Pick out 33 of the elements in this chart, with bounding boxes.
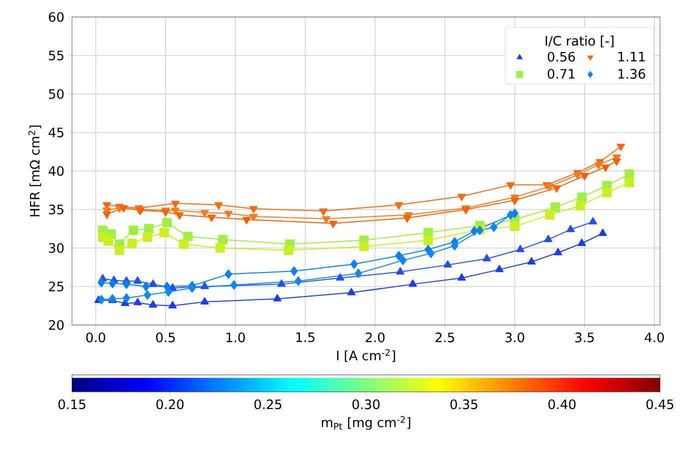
x-tick-label: 0.0 — [86, 332, 106, 342]
x-tick-label: 1.0 — [226, 332, 245, 342]
legend-label: 1.36 — [618, 68, 646, 79]
legend-label: 0.71 — [548, 68, 575, 79]
color-bar-label: 0.20 — [156, 399, 184, 410]
color-bar-label: 0.35 — [450, 399, 478, 410]
y-tick-label: 50 — [49, 89, 64, 99]
color-bar-label: 0.25 — [254, 399, 282, 410]
legend-title: I/C ratio [-] — [546, 36, 614, 48]
x-tick-label: 1.5 — [296, 332, 314, 342]
y-tick-label: 25 — [48, 282, 64, 292]
x-tick-label: 4.0 — [644, 332, 664, 342]
y-tick-label: 40 — [48, 166, 64, 176]
y-tick-label: 45 — [48, 128, 64, 138]
color-bar-label: 0.15 — [58, 399, 86, 410]
x-tick-label: 2.5 — [436, 332, 454, 342]
y-tick-label: 20 — [48, 320, 64, 330]
y-tick-label: 30 — [48, 243, 64, 253]
color-bar-title: m$_{Pt}$ [mg cm$^{-2}$] — [322, 416, 410, 430]
y-tick-label: 55 — [49, 50, 64, 60]
color-bar-label: 0.40 — [548, 399, 576, 410]
legend-label: 0.56 — [548, 52, 575, 62]
color-bar-label: 0.30 — [352, 399, 380, 410]
y-axis-title: HFR [mΩ cm$^{2}$] — [28, 126, 42, 216]
y-tick-label: 35 — [48, 204, 64, 214]
y-tick-label: 60 — [48, 12, 64, 22]
color-bar-label: 0.45 — [646, 399, 674, 410]
x-tick-label: 3.5 — [575, 332, 594, 342]
x-tick-label: 2.0 — [366, 332, 385, 342]
x-tick-label: 3.0 — [505, 332, 524, 342]
x-tick-label: 0.5 — [156, 332, 175, 342]
legend-label: 1.11 — [618, 52, 645, 62]
x-axis-title: I [A cm$^{-2}$] — [337, 349, 396, 362]
